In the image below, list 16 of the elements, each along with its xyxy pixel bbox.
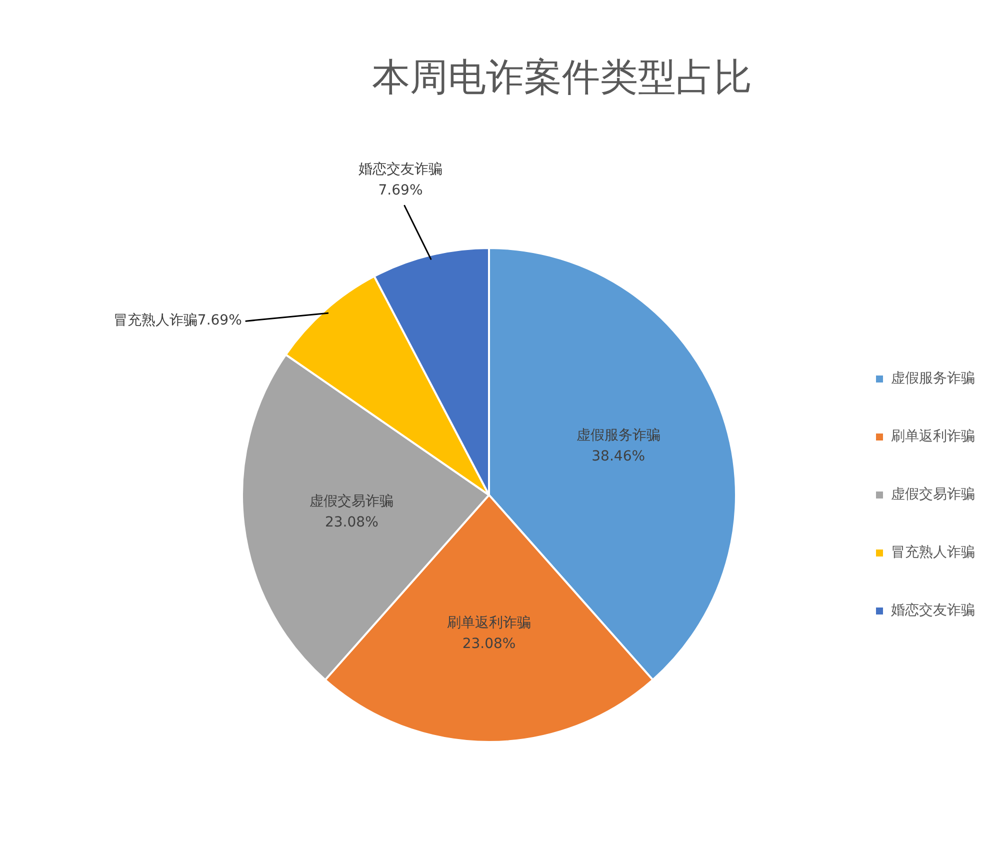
data-label: 38.46% xyxy=(592,448,646,465)
slice-label: 虚假交易诈骗 xyxy=(310,493,394,510)
legend-label: 刷单返利诈骗 xyxy=(891,428,975,445)
data-label: 7.69% xyxy=(378,182,423,198)
legend-label: 冒充熟人诈骗 xyxy=(891,544,975,561)
slice-label: 刷单返利诈骗 xyxy=(447,614,531,631)
legend-label: 婚恋交友诈骗 xyxy=(891,602,975,619)
slice-label: 冒充熟人诈骗 xyxy=(113,312,198,329)
chart-title: 本周电诈案件类型占比 xyxy=(371,56,753,101)
data-label: 7.69% xyxy=(197,312,242,329)
data-label: 23.08% xyxy=(462,636,516,652)
legend-label: 虚假交易诈骗 xyxy=(891,486,975,503)
slice-label: 虚假服务诈骗 xyxy=(576,428,660,444)
data-label: 23.08% xyxy=(324,514,378,530)
legend-label: 虚假服务诈骗 xyxy=(891,370,975,387)
slice-label: 婚恋交友诈骗 xyxy=(358,161,443,178)
